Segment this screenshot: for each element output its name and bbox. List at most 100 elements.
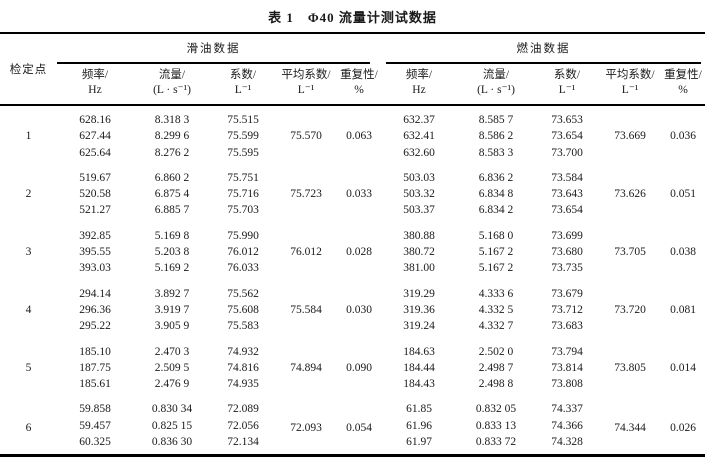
- slide-coefficient-cell: 75.583: [227, 320, 259, 333]
- data-row: 6 59.858 0.830 34 72.089 72.093 0.054 61.85 0.8…: [0, 392, 705, 433]
- slide-frequency-cell: 294.14: [79, 287, 111, 300]
- fuel-frequency-cell: 319.29: [403, 287, 435, 300]
- data-row: 521.27 6.885 7 75.703 503.37 6.834 2 73.654: [0, 202, 705, 218]
- slide-frequency-cell: 185.10: [79, 345, 111, 358]
- fuel-coefficient-cell: 73.735: [551, 262, 583, 275]
- fuel-coefficient-cell: 73.653: [551, 114, 583, 126]
- fuel-repeatability-cell: 0.014: [670, 361, 696, 374]
- fuel-coefficient-cell: 73.712: [551, 303, 583, 316]
- slide-coefficient-cell: 74.932: [227, 345, 259, 358]
- col-header-slide-repeatability: 重复性/ %: [337, 64, 381, 106]
- fuel-coefficient-cell: 74.328: [551, 436, 583, 449]
- slide-flow-cell: 6.885 7: [154, 204, 190, 217]
- slide-coefficient-cell: 72.056: [227, 419, 259, 432]
- fuel-flow-cell: 5.168 0: [478, 229, 514, 242]
- slide-coefficient-cell: 75.562: [227, 287, 259, 300]
- slide-frequency-cell: 393.03: [79, 262, 111, 275]
- data-row: 395.55 5.203 8 76.012 380.72 5.167 2 73.680: [0, 244, 705, 260]
- slide-repeatability-cell: 0.030: [346, 303, 372, 316]
- fuel-flow-cell: 0.833 72: [475, 436, 517, 449]
- fuel-repeatability-cell: 0.051: [670, 188, 696, 201]
- point-cell: 2: [25, 188, 32, 201]
- fuel-coefficient-cell: 73.808: [551, 378, 583, 391]
- fuel-coefficient-cell: 73.654: [551, 204, 583, 217]
- data-row: 3 392.85 5.169 8 75.990 76.012 0.028 380.88 5.1…: [0, 219, 705, 258]
- col-header-slide-coefficient: 系数/ L⁻¹: [211, 64, 275, 106]
- data-row: 393.03 5.169 2 76.033 381.00 5.167 2 73.735: [0, 260, 705, 276]
- data-row: 187.75 2.509 5 74.816 184.44 2.498 7 73.814: [0, 360, 705, 376]
- fuel-frequency-cell: 503.03: [403, 171, 435, 184]
- slide-coefficient-cell: 76.012: [227, 246, 259, 259]
- slide-flow-cell: 8.276 2: [154, 146, 190, 159]
- fuel-avg-coefficient-cell: 73.626: [614, 188, 646, 201]
- slide-avg-coefficient-cell: 75.584: [290, 303, 322, 316]
- fuel-flow-cell: 4.333 6: [478, 287, 514, 300]
- table-number: 表 1: [268, 10, 294, 25]
- point-cell: 1: [25, 130, 32, 143]
- slide-coefficient-cell: 75.608: [227, 303, 259, 316]
- slide-flow-cell: 2.509 5: [154, 361, 190, 374]
- slide-flow-cell: 0.825 15: [151, 419, 193, 432]
- col-header-point: 检定点: [0, 33, 57, 106]
- fuel-repeatability-cell: 0.081: [670, 303, 696, 316]
- fuel-flow-cell: 8.583 3: [478, 146, 514, 159]
- slide-coefficient-cell: 75.703: [227, 204, 259, 217]
- data-row: 625.64 8.276 2 75.595 632.60 8.583 3 73.700: [0, 145, 705, 161]
- fuel-coefficient-cell: 73.643: [551, 188, 583, 201]
- point-cell: 6: [25, 421, 32, 434]
- slide-repeatability-cell: 0.054: [346, 421, 372, 434]
- fuel-repeatability-cell: 0.036: [670, 130, 696, 143]
- fuel-coefficient-cell: 73.680: [551, 246, 583, 259]
- table-title: 表 1 Φ40 流量计测试数据: [0, 0, 705, 32]
- slide-frequency-cell: 295.22: [79, 320, 111, 333]
- fuel-frequency-cell: 319.36: [403, 303, 435, 316]
- flowmeter-data-table: 检定点 滑油数据 燃油数据 频率/ Hz 流量/ (L · s⁻¹): [0, 32, 705, 458]
- column-header-row: 频率/ Hz 流量/ (L · s⁻¹) 系数/ L⁻¹ 平均系数/ L⁻¹ 重…: [0, 64, 705, 106]
- slide-repeatability-cell: 0.033: [346, 188, 372, 201]
- fuel-coefficient-cell: 74.337: [551, 403, 583, 416]
- slide-flow-cell: 0.836 30: [151, 436, 193, 449]
- fuel-avg-coefficient-cell: 73.720: [614, 303, 646, 316]
- slide-flow-cell: 8.299 6: [154, 130, 190, 143]
- group-label-fuel-oil: 燃油数据: [386, 34, 702, 64]
- slide-coefficient-cell: 74.816: [227, 361, 259, 374]
- fuel-frequency-cell: 632.37: [403, 114, 435, 126]
- table-body: 1 628.16 8.318 3 75.515 75.570 0.063 632.37 8.5…: [0, 105, 705, 456]
- slide-coefficient-cell: 76.033: [227, 262, 259, 275]
- fuel-avg-coefficient-cell: 73.805: [614, 361, 646, 374]
- fuel-flow-cell: 2.498 8: [478, 378, 514, 391]
- slide-avg-coefficient-cell: 75.723: [290, 188, 322, 201]
- slide-frequency-cell: 185.61: [79, 378, 111, 391]
- slide-coefficient-cell: 74.935: [227, 378, 259, 391]
- fuel-frequency-cell: 61.85: [406, 403, 432, 416]
- group-header-row: 检定点 滑油数据 燃油数据: [0, 33, 705, 106]
- data-row: 295.22 3.905 9 75.583 319.24 4.332 7 73.683: [0, 318, 705, 334]
- point-cell: 4: [25, 303, 32, 316]
- group-header-slide-oil: 滑油数据: [57, 33, 381, 64]
- slide-frequency-cell: 520.58: [79, 188, 111, 201]
- slide-frequency-cell: 59.858: [79, 403, 111, 416]
- fuel-frequency-cell: 380.72: [403, 246, 435, 259]
- slide-coefficient-cell: 75.595: [227, 146, 259, 159]
- data-row: 59.457 0.825 15 72.056 61.96 0.833 13 74.366: [0, 418, 705, 434]
- slide-repeatability-cell: 0.063: [346, 130, 372, 143]
- slide-flow-cell: 2.470 3: [154, 345, 190, 358]
- slide-repeatability-cell: 0.090: [346, 361, 372, 374]
- fuel-coefficient-cell: 73.654: [551, 130, 583, 143]
- slide-flow-cell: 3.919 7: [154, 303, 190, 316]
- slide-avg-coefficient-cell: 75.570: [290, 130, 322, 143]
- slide-flow-cell: 2.476 9: [154, 378, 190, 391]
- slide-frequency-cell: 60.325: [79, 436, 111, 449]
- fuel-flow-cell: 4.332 7: [478, 320, 514, 333]
- fuel-coefficient-cell: 73.700: [551, 146, 583, 159]
- slide-flow-cell: 5.203 8: [154, 246, 190, 259]
- fuel-flow-cell: 6.834 2: [478, 204, 514, 217]
- slide-frequency-cell: 521.27: [79, 204, 111, 217]
- data-row: 2 519.67 6.860 2 75.751 75.723 0.033 503.03 6.8…: [0, 161, 705, 200]
- slide-coefficient-cell: 72.134: [227, 436, 259, 449]
- slide-avg-coefficient-cell: 74.894: [290, 361, 322, 374]
- data-row: 4 294.14 3.892 7 75.562 75.584 0.030 319.29 4.3…: [0, 277, 705, 316]
- fuel-flow-cell: 6.834 8: [478, 188, 514, 201]
- slide-flow-cell: 0.830 34: [151, 403, 193, 416]
